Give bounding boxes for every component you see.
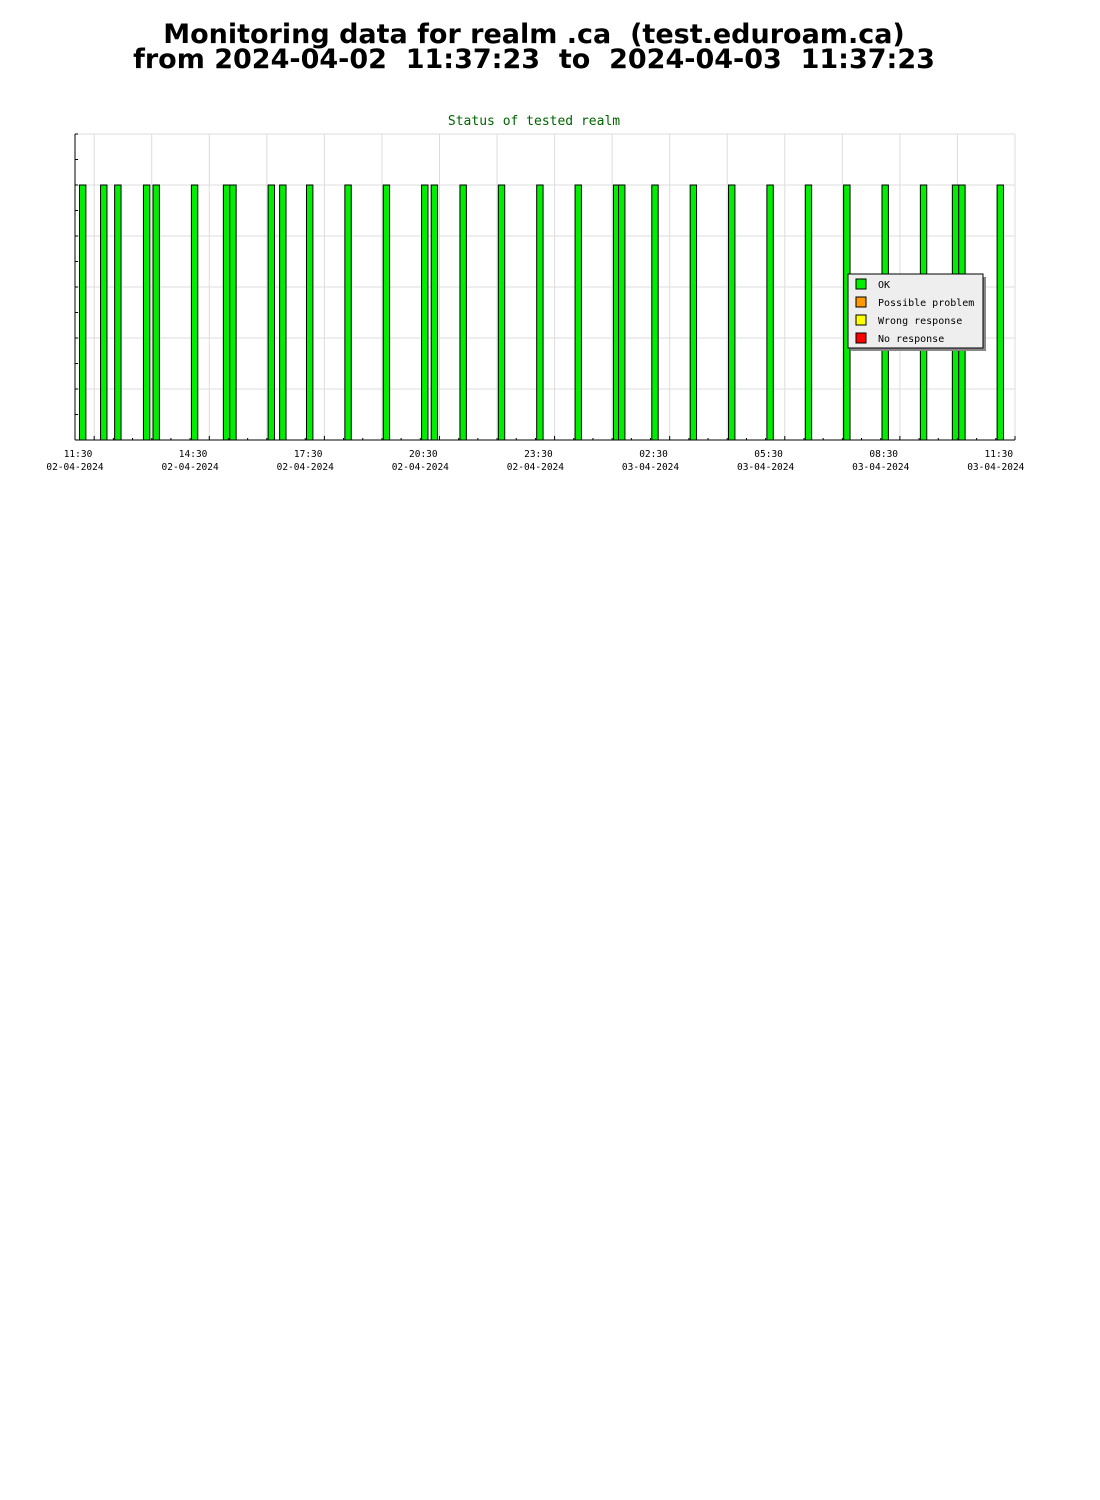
x-tick-label-date: 02-04-2024 <box>46 462 103 473</box>
bar-ok <box>618 184 626 441</box>
x-tick-label-time: 14:30 <box>179 449 208 460</box>
x-tick-label-time: 08:30 <box>869 449 898 460</box>
x-tick-label-time: 05:30 <box>754 449 783 460</box>
bar-ok <box>689 184 698 441</box>
legend-label: No response <box>878 334 944 345</box>
bar-ok <box>382 184 391 441</box>
status-chart: Status of tested realm 11:30 02-04-2024 14… <box>46 114 1024 473</box>
x-tick-label-date: 03-04-2024 <box>967 462 1024 473</box>
page-title-line-1: Monitoring data for realm .ca (test.edur… <box>163 19 905 50</box>
x-tick-label-date: 03-04-2024 <box>737 462 794 473</box>
bar-ok <box>142 184 151 441</box>
legend-box <box>847 273 984 349</box>
legend-swatch <box>855 332 867 344</box>
x-tick-label-time: 17:30 <box>294 449 323 460</box>
bar-ok <box>804 184 813 441</box>
bar-ok <box>222 184 231 441</box>
page-title: Monitoring data for realm .ca (test.edur… <box>0 19 1068 75</box>
x-tick-label-date: 03-04-2024 <box>852 462 909 473</box>
legend-swatch <box>855 314 867 326</box>
legend-label: Possible problem <box>878 298 974 309</box>
bar-ok <box>766 184 774 441</box>
bar-ok <box>497 184 506 441</box>
chart-x-ticks: 11:30 02-04-2024 14:30 02-04-2024 17:30 02-04… <box>46 449 1024 473</box>
bar-ok <box>344 184 352 441</box>
legend-swatch <box>855 296 867 308</box>
legend-label: Wrong response <box>878 316 962 327</box>
bar-ok <box>996 184 1004 441</box>
x-tick-label-time: 02:30 <box>639 449 668 460</box>
page-title-line-2: from 2024-04-02 11:37:23 to 2024-04-03 1… <box>133 44 935 75</box>
x-tick-label-time: 23:30 <box>524 449 553 460</box>
x-tick-label-date: 02-04-2024 <box>277 462 334 473</box>
bar-ok <box>536 184 544 441</box>
bar-ok <box>100 184 108 441</box>
bar-ok <box>190 184 199 441</box>
bar-ok <box>267 184 276 441</box>
legend-label: OK <box>878 280 890 291</box>
x-tick-label-time: 11:30 <box>64 449 93 460</box>
bar-ok <box>305 184 314 441</box>
x-tick-label-date: 02-04-2024 <box>162 462 219 473</box>
chart-axes <box>74 133 1016 441</box>
chart-title: Status of tested realm <box>448 114 620 129</box>
bar-ok <box>574 184 582 441</box>
bar-ok <box>651 184 659 441</box>
bar-ok <box>430 184 439 441</box>
x-tick-label-time: 20:30 <box>409 449 438 460</box>
bar-ok <box>229 184 237 441</box>
bar-ok <box>728 184 736 441</box>
bar-ok <box>152 184 160 441</box>
chart-legend: OK Possible problem Wrong response No respo… <box>847 273 986 351</box>
x-tick-label-date: 03-04-2024 <box>622 462 679 473</box>
bar-ok <box>114 184 122 441</box>
x-tick-label-date: 02-04-2024 <box>392 462 449 473</box>
bar-ok <box>459 184 467 441</box>
x-tick-label-date: 02-04-2024 <box>507 462 564 473</box>
bar-ok <box>78 184 87 441</box>
bar-ok <box>279 184 287 441</box>
x-tick-label-time: 11:30 <box>985 449 1014 460</box>
legend-swatch <box>855 278 867 290</box>
chart-bars <box>78 184 1004 441</box>
bar-ok <box>421 184 429 441</box>
